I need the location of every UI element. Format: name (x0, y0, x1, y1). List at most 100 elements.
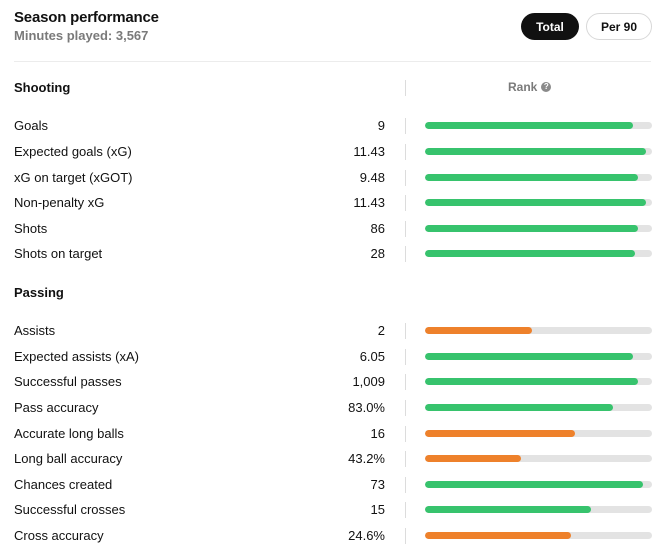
rank-bar-fill (425, 404, 614, 411)
stat-row: Successful crosses 15 (0, 500, 663, 520)
row-divider (405, 426, 406, 442)
rank-bar (425, 532, 652, 539)
rank-bar (425, 174, 652, 181)
stat-label: Chances created (14, 477, 113, 492)
total-toggle-button[interactable]: Total (521, 13, 579, 40)
stat-value: 86 (370, 221, 385, 236)
stat-value: 83.0% (348, 400, 385, 415)
rank-bar (425, 250, 652, 257)
rank-bar-fill (425, 430, 575, 437)
stat-value: 15 (370, 502, 385, 517)
stat-row: Shots on target 28 (0, 244, 663, 264)
rank-bar (425, 404, 652, 411)
help-icon[interactable]: ? (541, 82, 552, 92)
page-title: Season performance (14, 9, 159, 26)
row-divider (405, 323, 406, 339)
rank-header: Rank ? (508, 80, 552, 94)
minutes-played: Minutes played: 3,567 (14, 28, 149, 43)
rank-bar-fill (425, 225, 639, 232)
stat-row: Assists 2 (0, 321, 663, 341)
rank-bar (425, 199, 652, 206)
rank-bar (425, 378, 652, 385)
stat-label: Cross accuracy (14, 528, 104, 543)
row-divider (405, 528, 406, 544)
stat-label: Long ball accuracy (14, 451, 123, 466)
stat-value: 11.43 (353, 144, 385, 159)
stat-label: Successful crosses (14, 502, 126, 517)
stat-value: 9 (377, 118, 385, 133)
rank-bar (425, 455, 652, 462)
row-divider (405, 118, 406, 134)
rank-bar (425, 327, 652, 334)
rank-bar-fill (425, 532, 572, 539)
stat-label: Expected goals (xG) (14, 144, 132, 159)
stat-row: xG on target (xGOT) 9.48 (0, 168, 663, 188)
row-divider (405, 195, 406, 211)
rank-bar-fill (425, 148, 647, 155)
row-divider (405, 374, 406, 390)
rank-bar (425, 225, 652, 232)
row-divider (405, 170, 406, 186)
rank-bar (425, 481, 652, 488)
rank-bar-fill (425, 455, 522, 462)
stat-label: Pass accuracy (14, 400, 99, 415)
stat-label: Shots on target (14, 246, 103, 261)
stat-label: Assists (14, 323, 56, 338)
stat-value: 73 (370, 477, 385, 492)
rank-bar-fill (425, 327, 532, 334)
rank-bar (425, 506, 652, 513)
row-divider (405, 400, 406, 416)
section-title-shooting: Shooting (14, 80, 71, 95)
rank-bar-fill (425, 199, 647, 206)
column-divider (405, 80, 406, 96)
stat-value: 6.05 (359, 349, 385, 364)
rank-header-label: Rank (508, 80, 538, 94)
rank-bar (425, 122, 652, 129)
stat-row: Successful passes 1,009 (0, 372, 663, 392)
per90-toggle-button[interactable]: Per 90 (586, 13, 652, 40)
rank-bar (425, 430, 652, 437)
stat-value: 2 (377, 323, 385, 338)
rank-bar-fill (425, 122, 633, 129)
row-divider (405, 451, 406, 467)
stat-label: Accurate long balls (14, 426, 124, 441)
stat-label: Successful passes (14, 374, 122, 389)
stat-label: Shots (14, 221, 48, 236)
stat-value: 16 (370, 426, 385, 441)
stat-row: Non-penalty xG 11.43 (0, 193, 663, 213)
row-divider (405, 502, 406, 518)
section-title-passing: Passing (14, 285, 64, 300)
stat-row: Accurate long balls 16 (0, 424, 663, 444)
row-divider (405, 144, 406, 160)
stat-row: Pass accuracy 83.0% (0, 398, 663, 418)
stat-value: 28 (370, 246, 385, 261)
stat-label: xG on target (xGOT) (14, 170, 133, 185)
stat-row: Cross accuracy 24.6% (0, 526, 663, 546)
stat-row: Long ball accuracy 43.2% (0, 449, 663, 469)
rank-bar-fill (425, 174, 639, 181)
row-divider (405, 221, 406, 237)
stat-row: Expected assists (xA) 6.05 (0, 347, 663, 367)
stat-label: Non-penalty xG (14, 195, 105, 210)
row-divider (405, 349, 406, 365)
stat-row: Goals 9 (0, 116, 663, 136)
rank-bar-fill (425, 506, 591, 513)
stat-value: 1,009 (352, 374, 385, 389)
stat-value: 43.2% (348, 451, 385, 466)
rank-bar (425, 353, 652, 360)
rank-bar-fill (425, 378, 639, 385)
rank-bar-fill (425, 250, 635, 257)
stat-row: Shots 86 (0, 219, 663, 239)
stat-label: Goals (14, 118, 48, 133)
row-divider (405, 246, 406, 262)
rank-bar-fill (425, 353, 633, 360)
row-divider (405, 477, 406, 493)
stat-value: 9.48 (359, 170, 385, 185)
header-divider (14, 61, 651, 62)
stat-row: Expected goals (xG) 11.43 (0, 142, 663, 162)
stat-row: Chances created 73 (0, 475, 663, 495)
rank-bar-fill (425, 481, 643, 488)
rank-bar (425, 148, 652, 155)
stat-value: 11.43 (353, 195, 385, 210)
stat-label: Expected assists (xA) (14, 349, 139, 364)
